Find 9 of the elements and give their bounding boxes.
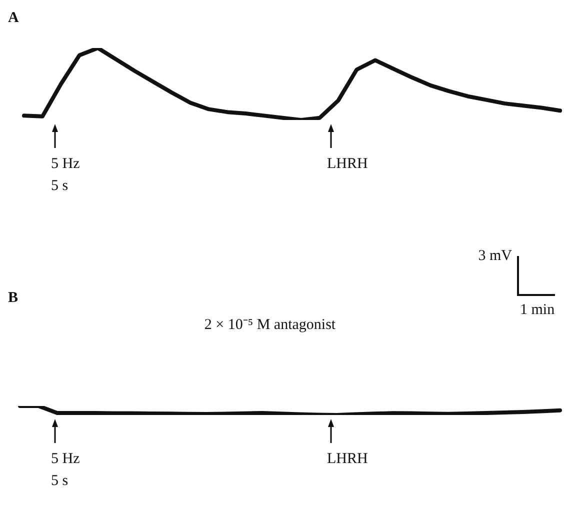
- text: 1 min: [520, 302, 555, 319]
- chart-title: A: [8, 10, 19, 26]
- text: LHRH: [327, 156, 368, 172]
- text: 5 Hz 5 s: [51, 156, 80, 194]
- text: 5 Hz 5 s: [51, 450, 80, 489]
- text: 3 mV: [478, 248, 512, 265]
- chart-title: B: [8, 290, 18, 306]
- chart-subtitle: 2 × 10⁻⁵ M antagonist: [204, 316, 336, 333]
- text: LHRH: [327, 450, 368, 467]
